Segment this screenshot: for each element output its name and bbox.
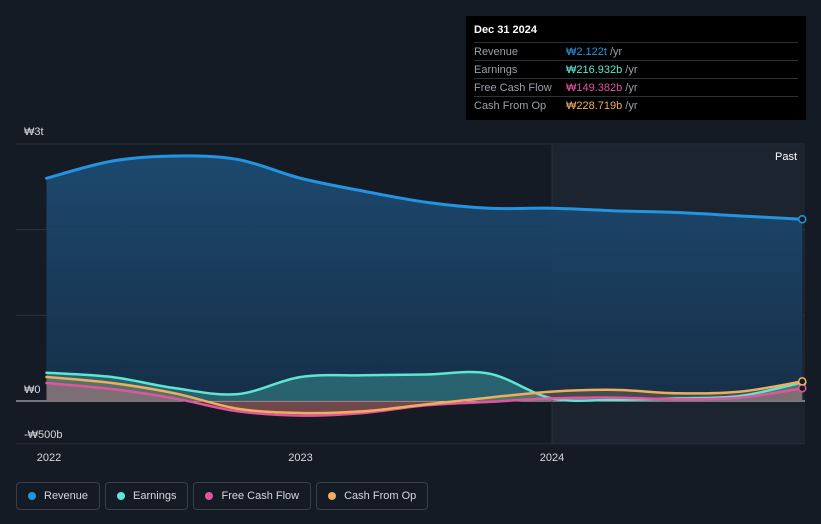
past-label: Past (775, 151, 797, 163)
legend-label: Earnings (133, 490, 177, 502)
cash-from-op-end-point (797, 377, 807, 386)
legend-item-free-cash-flow[interactable]: Free Cash Flow (193, 482, 312, 510)
tooltip-value: ₩2.122t (566, 45, 607, 58)
legend-item-earnings[interactable]: Earnings (105, 482, 189, 510)
series-lines (44, 154, 807, 417)
tooltip-row-revenue: Revenue ₩2.122t /yr (474, 42, 798, 60)
legend-dot-icon (117, 492, 126, 500)
tooltip-label: Cash From Op (474, 99, 547, 112)
y-tick-label: -₩500b (24, 429, 63, 441)
cash-from-op-area (46, 377, 803, 414)
tooltip-label: Free Cash Flow (474, 81, 552, 94)
tooltip-row-earnings: Earnings ₩216.932b /yr (474, 60, 798, 78)
tooltip-date: Dec 31 2024 (474, 24, 537, 36)
tooltip-unit: /yr (625, 81, 638, 94)
revenue-area (46, 155, 803, 401)
axis-ticks: ₩3t ₩0 -₩500b 2022 2023 2024 (24, 126, 564, 464)
legend-label: Cash From Op (344, 490, 417, 502)
legend-label: Free Cash Flow (221, 490, 300, 502)
legend-item-revenue[interactable]: Revenue (16, 482, 101, 510)
legend-label: Revenue (44, 490, 89, 502)
legend-dot-icon (28, 492, 36, 500)
tooltip-value: ₩149.382b (566, 81, 623, 94)
legend: Revenue Earnings Free Cash Flow Cash Fro… (16, 482, 429, 510)
cash-from-op-line (45, 375, 804, 415)
y-tick-label: ₩3t (24, 126, 44, 138)
tooltip: Dec 31 2024 Revenue ₩2.122t /yr Earnings… (466, 16, 806, 120)
free-cash-flow-end-point (797, 383, 807, 393)
tooltip-value: ₩216.932b (566, 63, 623, 76)
y-tick-label: ₩0 (24, 384, 41, 396)
tooltip-row-cash-from-op: Cash From Op ₩228.719b /yr (474, 96, 798, 114)
x-tick-label: 2022 (37, 452, 61, 464)
x-tick-label: 2024 (540, 452, 564, 464)
revenue-end-point (797, 214, 807, 224)
earnings-area (46, 371, 803, 401)
tooltip-label: Revenue (474, 45, 519, 58)
legend-dot-icon (205, 492, 214, 500)
tooltip-row-free-cash-flow: Free Cash Flow ₩149.382b /yr (474, 78, 798, 96)
tooltip-unit: /yr (625, 99, 638, 112)
legend-dot-icon (328, 492, 337, 500)
tooltip-unit: /yr (609, 45, 623, 58)
legend-item-cash-from-op[interactable]: Cash From Op (316, 482, 429, 510)
tooltip-value: ₩228.719b (566, 99, 623, 112)
revenue-line (44, 154, 804, 221)
tooltip-unit: /yr (625, 63, 638, 76)
x-tick-label: 2023 (288, 452, 312, 464)
tooltip-label: Earnings (474, 63, 518, 76)
